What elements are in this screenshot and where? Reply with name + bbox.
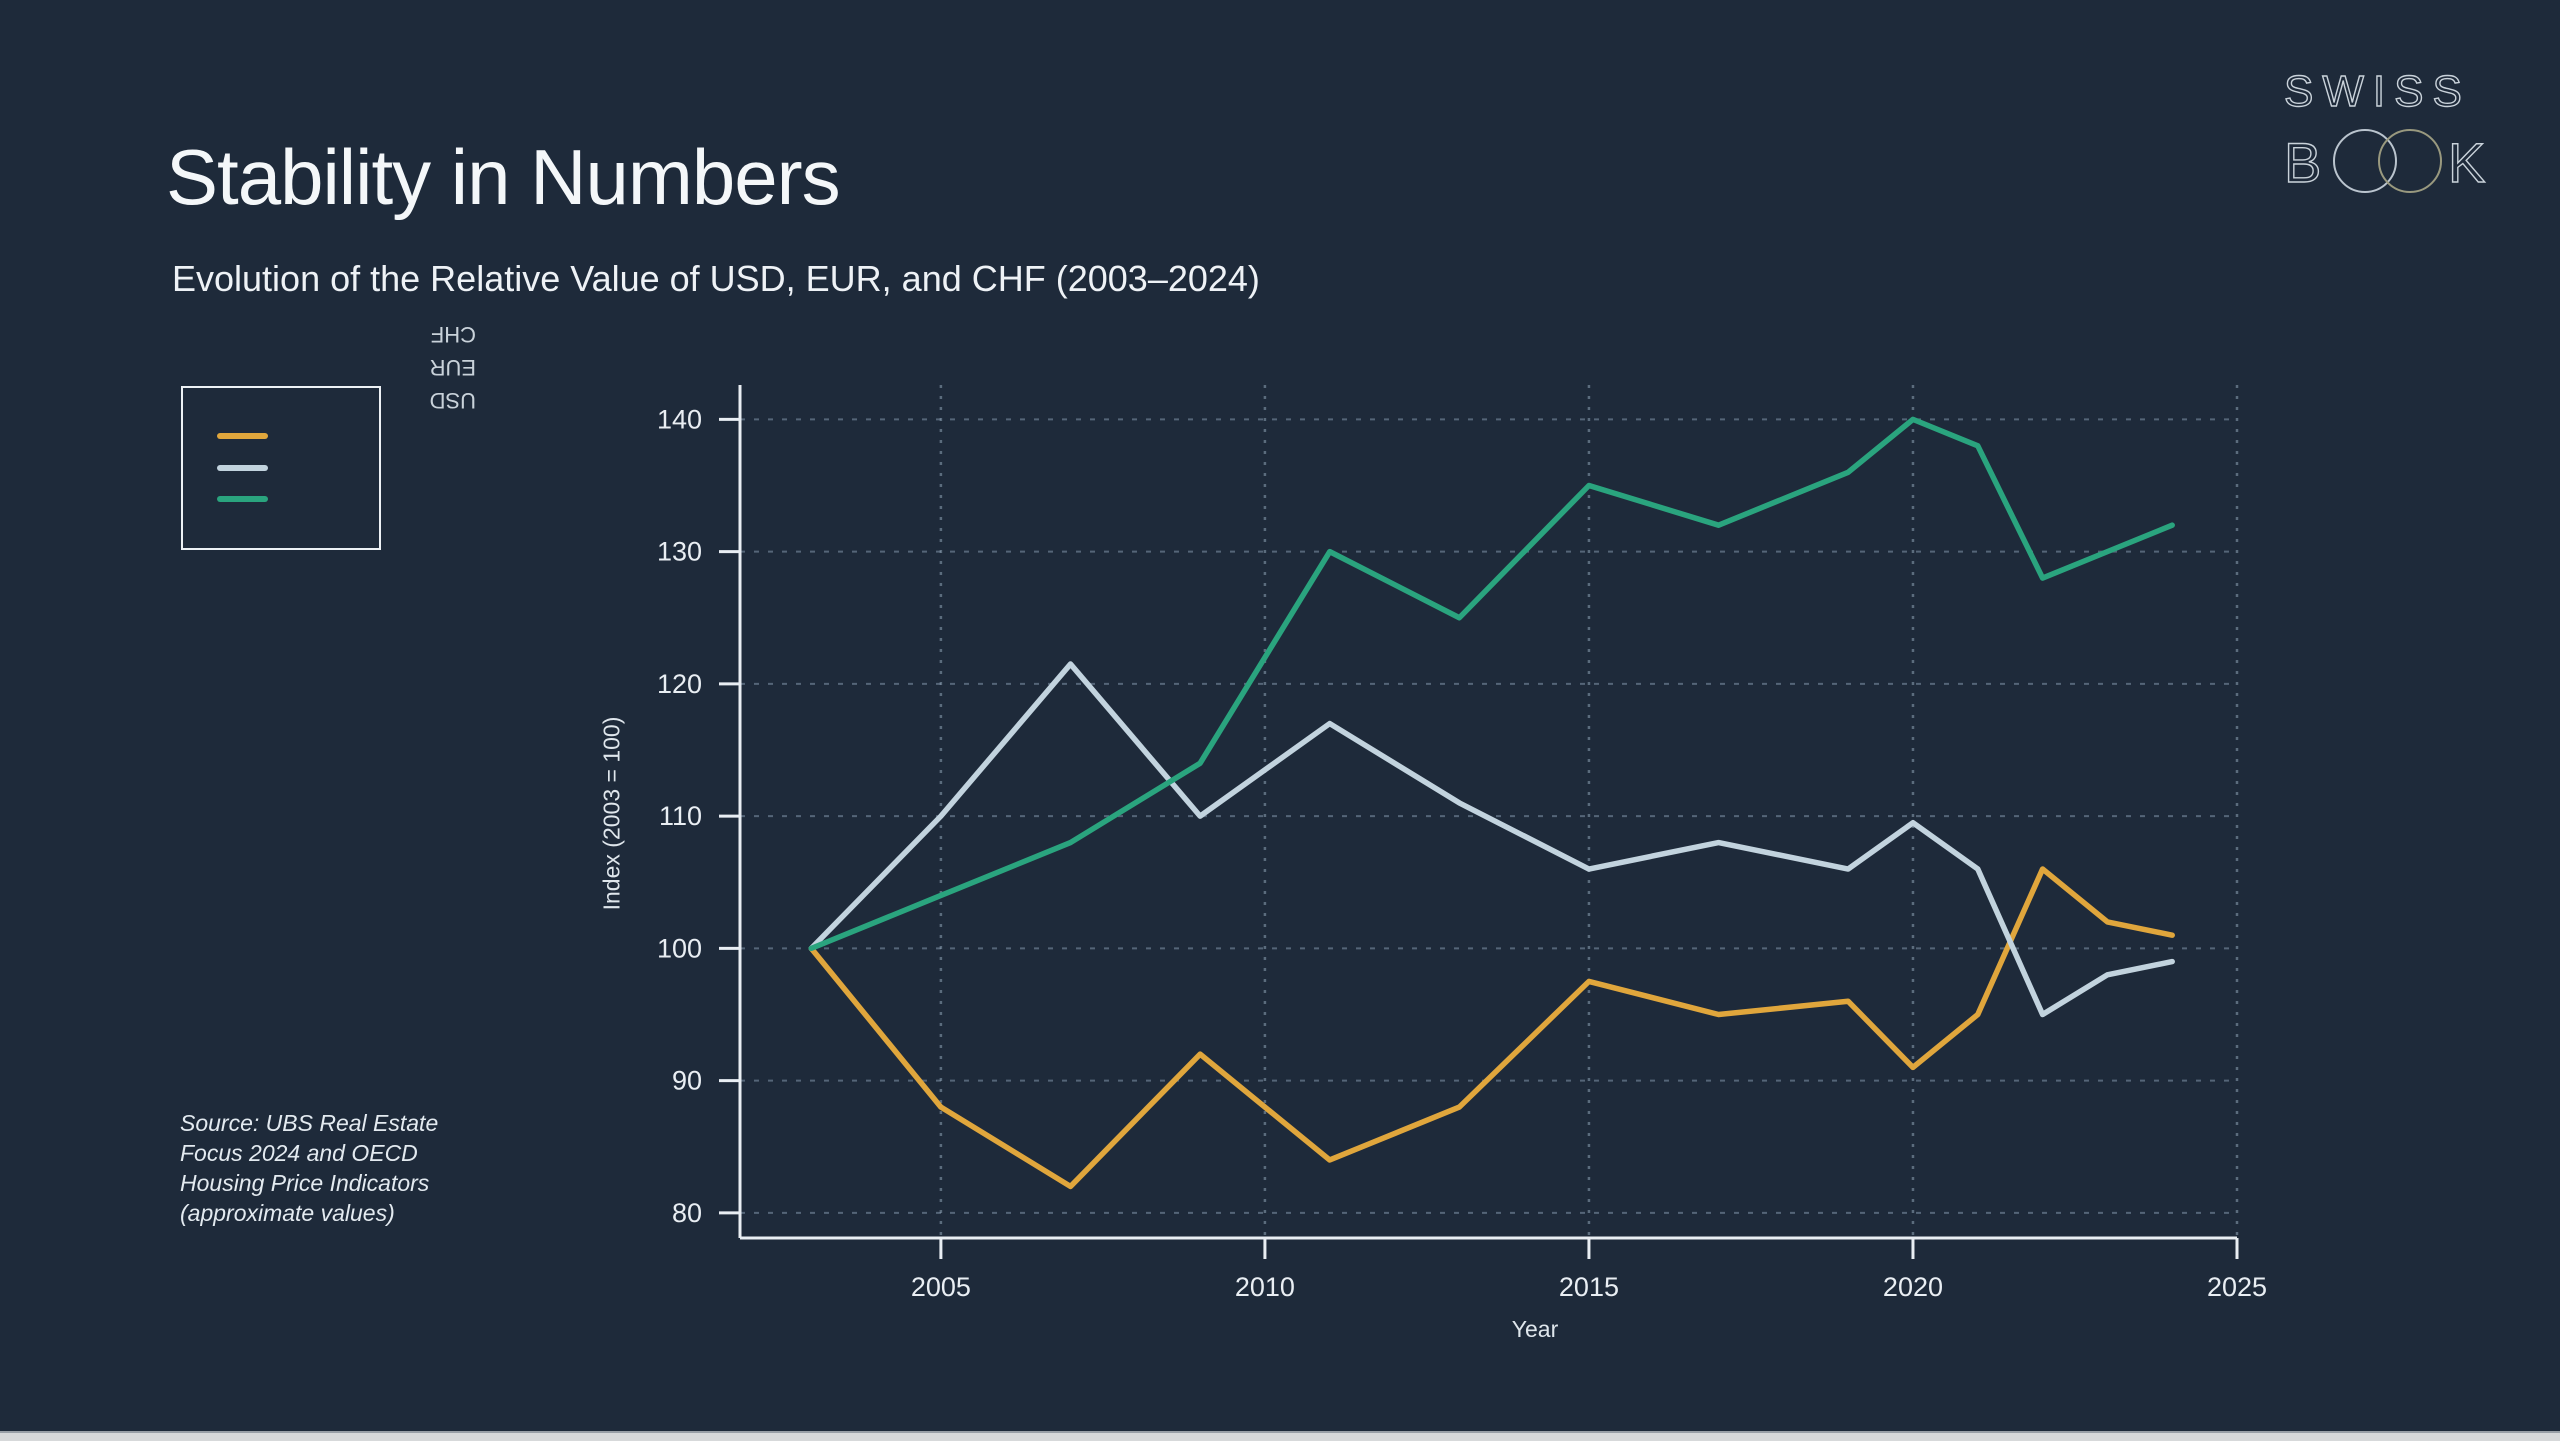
x-axis-label: Year xyxy=(1511,1316,1559,1342)
x-tick-label: 2010 xyxy=(1235,1272,1295,1302)
legend-swatch-chf xyxy=(217,496,268,502)
source-note: Source: UBS Real Estate Focus 2024 and O… xyxy=(180,1110,439,1226)
x-tick-label: 2005 xyxy=(911,1272,971,1302)
y-axis-label: Index (2003 = 100) xyxy=(598,716,625,911)
logo-book-k: K xyxy=(2448,131,2485,194)
y-tick-label: 100 xyxy=(657,933,702,963)
logo-book-b: B xyxy=(2284,131,2321,194)
y-tick-label: 110 xyxy=(659,801,702,831)
eur-series-line xyxy=(808,661,2175,1018)
logo-ring-left-icon xyxy=(2333,129,2397,193)
chf-series-line xyxy=(808,416,2175,952)
y-tick-label: 140 xyxy=(657,404,702,434)
y-tick-label: 120 xyxy=(657,669,702,699)
page-subtitle: Evolution of the Relative Value of USD, … xyxy=(172,258,1260,299)
y-tick-label: 90 xyxy=(672,1066,702,1096)
swiss-book-logo: SWISS B K xyxy=(2283,66,2486,194)
page-title: Stability in Numbers xyxy=(166,133,841,221)
logo-ring-right-icon xyxy=(2378,129,2442,193)
legend-box xyxy=(181,386,381,550)
legend-swatch-eur xyxy=(217,465,268,471)
y-tick-label: 80 xyxy=(672,1198,702,1228)
x-tick-label: 2020 xyxy=(1883,1272,1943,1302)
y-tick-label: 130 xyxy=(657,537,702,567)
x-tick-label: 2025 xyxy=(2207,1272,2267,1302)
logo-swiss-text: SWISS xyxy=(2284,67,2471,116)
bottom-window-edge xyxy=(0,1431,2560,1441)
legend-swatch-usd xyxy=(217,433,268,439)
x-tick-label: 2015 xyxy=(1559,1272,1619,1302)
usd-series-line xyxy=(808,866,2175,1190)
